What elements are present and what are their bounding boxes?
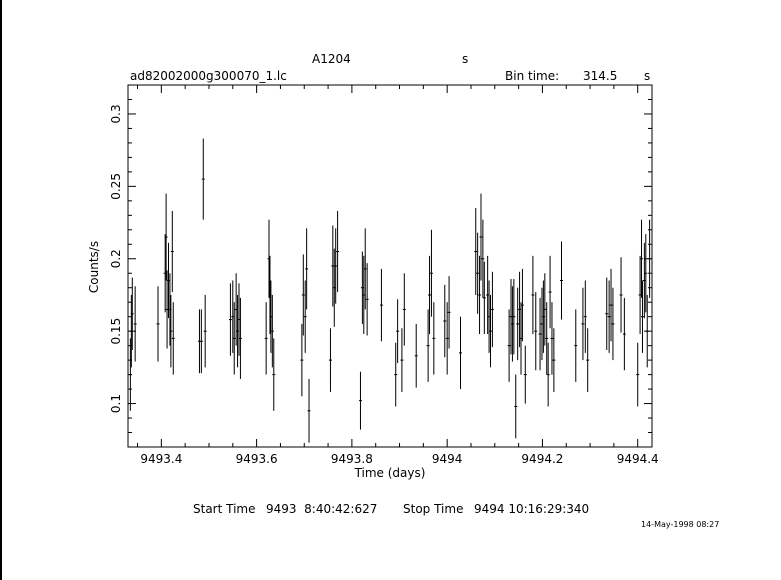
- y-tick-label: 0.25: [109, 173, 123, 200]
- bin-time-label: Bin time:: [505, 69, 560, 83]
- y-tick-labels: 0.1 0.15 0.2 0.25 0.3: [109, 104, 123, 413]
- plot-frame: [127, 84, 653, 448]
- axis-ticks: [128, 85, 652, 447]
- plot-timestamp: 14-May-1998 08:27: [641, 520, 720, 529]
- x-tick-label: 9494.4: [617, 452, 659, 466]
- y-tick-label: 0.15: [109, 318, 123, 345]
- x-tick-label: 9494: [432, 452, 463, 466]
- bin-time-value: 314.5: [583, 69, 618, 83]
- bin-time-unit: s: [644, 69, 651, 83]
- error-bar-series: [128, 138, 652, 443]
- start-time-value: 9493 8:40:42:627: [266, 502, 378, 516]
- stop-time-label: Stop Time: [403, 502, 464, 516]
- x-tick-label: 9494.2: [521, 452, 563, 466]
- units-marker: s: [462, 52, 469, 66]
- start-time-label: Start Time: [193, 502, 256, 516]
- source-name: A1204: [312, 52, 351, 66]
- x-tick-label: 9493.8: [331, 452, 373, 466]
- file-name: ad82002000g300070_1.lc: [130, 69, 287, 83]
- y-tick-label: 0.3: [109, 104, 123, 123]
- x-tick-label: 9493.4: [140, 452, 182, 466]
- x-tick-labels: 9493.4 9493.6 9493.8 9494 9494.2 9494.4: [140, 452, 658, 466]
- window-left-border: [0, 0, 2, 580]
- y-tick-label: 0.1: [109, 394, 123, 413]
- stop-time-value: 9494 10:16:29:340: [474, 502, 590, 516]
- y-axis-label: Counts/s: [87, 241, 101, 293]
- x-tick-label: 9493.6: [236, 452, 278, 466]
- y-tick-label: 0.2: [109, 249, 123, 268]
- x-axis-label: Time (days): [354, 466, 426, 480]
